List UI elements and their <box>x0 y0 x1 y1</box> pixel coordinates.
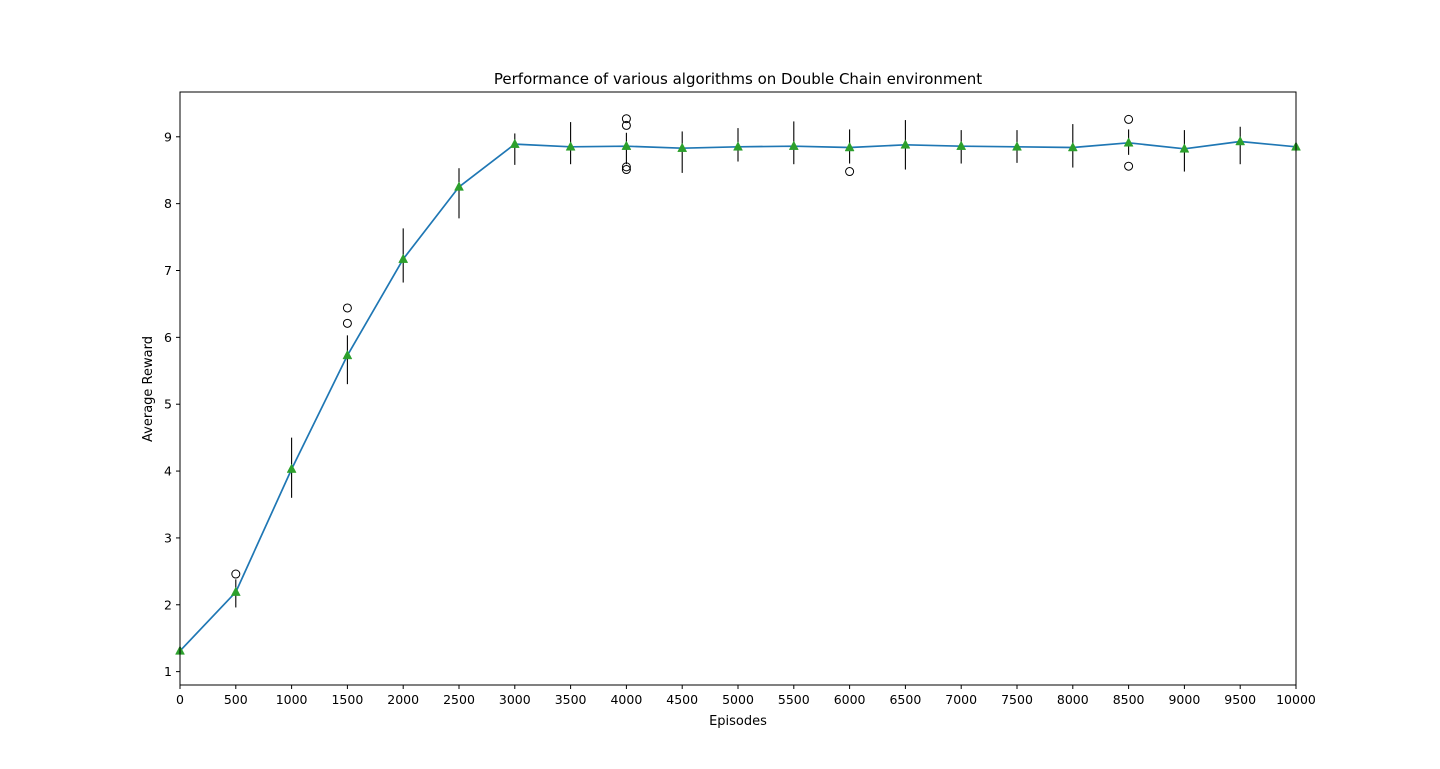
outlier-point <box>621 120 631 130</box>
y-tick-label: 3 <box>164 530 172 545</box>
outlier-point <box>1124 161 1134 171</box>
mean-marker <box>844 141 855 152</box>
outlier-point <box>621 114 631 124</box>
outlier-point <box>845 167 855 177</box>
x-tick-label: 2000 <box>387 692 419 707</box>
mean-marker <box>509 138 520 148</box>
outlier-point <box>621 165 631 175</box>
mean-marker <box>788 140 799 150</box>
outlier-point <box>231 569 241 579</box>
x-tick-label: 7000 <box>945 692 977 707</box>
y-tick-label: 6 <box>164 330 172 345</box>
x-tick-label: 6500 <box>889 692 921 707</box>
x-tick-label: 500 <box>224 692 248 707</box>
mean-marker <box>286 463 297 473</box>
y-tick-label: 5 <box>164 397 172 412</box>
series-line <box>179 140 1297 652</box>
x-tick-label: 6000 <box>834 692 866 707</box>
x-tick-label: 9000 <box>1168 692 1200 707</box>
mean-marker <box>1123 137 1134 147</box>
outlier-point <box>621 162 631 172</box>
x-tick-label: 7500 <box>1001 692 1033 707</box>
x-tick-label: 4500 <box>666 692 698 707</box>
mean-marker <box>1012 141 1022 151</box>
y-tick-label: 2 <box>164 597 172 612</box>
mean-marker <box>1179 143 1190 153</box>
x-tick-label: 3500 <box>555 692 587 707</box>
x-tick-label: 4000 <box>610 692 642 707</box>
y-tick-label: 4 <box>164 464 172 479</box>
x-tick-label: 9500 <box>1224 692 1256 707</box>
y-tick-label: 9 <box>164 129 172 144</box>
mean-marker <box>230 586 241 596</box>
y-axis-label: Average Reward <box>141 336 156 442</box>
mean-marker <box>956 140 967 150</box>
x-tick-label: 8500 <box>1113 692 1145 707</box>
mean-marker <box>1067 141 1078 152</box>
x-tick-label: 1000 <box>276 692 308 707</box>
y-tick-label: 1 <box>164 664 172 679</box>
y-tick-label: 8 <box>164 196 172 211</box>
x-tick-label: 10000 <box>1276 692 1316 707</box>
mean-marker <box>1235 135 1246 146</box>
chart-title: Performance of various algorithms on Dou… <box>494 70 982 88</box>
mean-marker <box>621 140 632 150</box>
x-tick-label: 8000 <box>1057 692 1089 707</box>
mean-marker <box>398 253 409 263</box>
x-axis-label: Episodes <box>709 714 767 729</box>
mean-marker <box>342 349 353 360</box>
x-tick-label: 5500 <box>778 692 810 707</box>
x-tick-label: 5000 <box>722 692 754 707</box>
outlier-point <box>1124 114 1134 124</box>
mean-marker <box>454 181 464 191</box>
x-tick-label: 1500 <box>331 692 363 707</box>
mean-marker <box>677 142 688 152</box>
plot-frame <box>179 91 1297 686</box>
mean-marker <box>565 141 576 151</box>
y-tick-label: 7 <box>164 263 172 278</box>
x-tick-label: 0 <box>176 692 184 707</box>
outlier-point <box>342 303 352 313</box>
mean-marker <box>900 139 911 149</box>
x-tick-label: 2500 <box>443 692 475 707</box>
x-tick-label: 3000 <box>499 692 531 707</box>
plot-area: 0 500 1000 1500 2000 2500 3000 3500 4000 4500 5000… <box>164 91 1316 707</box>
mean-marker <box>733 141 743 151</box>
outlier-point <box>342 318 352 328</box>
